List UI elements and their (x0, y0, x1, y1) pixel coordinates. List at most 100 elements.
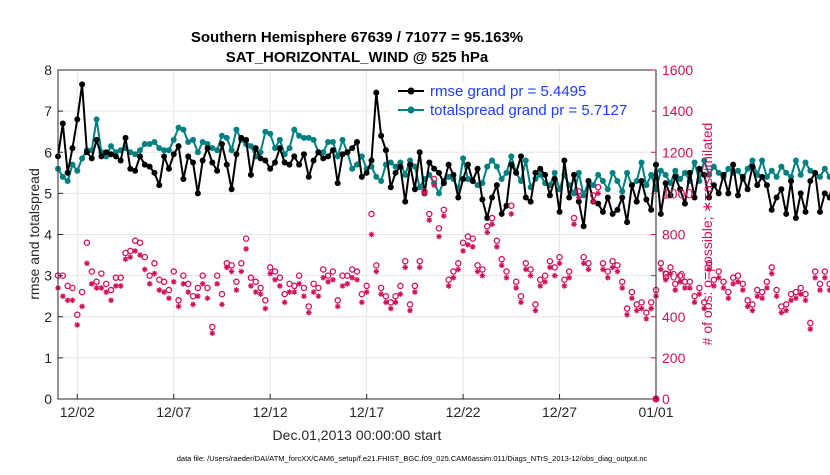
series-point-totalspread (522, 157, 529, 164)
obs-assimilated-point (209, 330, 216, 336)
obs-possible-point (479, 266, 486, 273)
series-point-rmse (725, 190, 732, 197)
obs-possible-point (696, 284, 703, 292)
series-point-rmse (204, 145, 211, 152)
obs-possible-point (821, 268, 829, 275)
chart-subtitle: SAT_HORIZONTAL_WIND @ 525 hPa (226, 49, 489, 66)
obs-possible-point (69, 284, 76, 292)
obs-assimilated-point (392, 299, 399, 306)
series-point-totalspread (493, 163, 500, 170)
obs-possible-point (194, 284, 202, 292)
obs-possible-point (739, 280, 747, 288)
series-point-rmse (136, 153, 143, 160)
series-point-rmse (387, 184, 394, 191)
series-point-rmse (132, 167, 139, 174)
series-point-rmse (691, 194, 698, 201)
obs-assimilated-point (566, 274, 572, 281)
series-point-rmse (715, 190, 722, 197)
series-point-rmse (759, 173, 766, 180)
obs-possible-point (228, 262, 235, 269)
series-point-totalspread (599, 178, 606, 185)
obs-possible-point (242, 235, 250, 242)
series-point-rmse (103, 149, 110, 156)
series-point-rmse (749, 163, 756, 170)
y-right-tick-label-8: 1600 (662, 62, 693, 78)
obs-assimilated-point (744, 303, 751, 310)
series-point-rmse (744, 186, 751, 193)
series-point-totalspread (590, 182, 597, 189)
obs-possible-point (782, 301, 790, 308)
obs-possible-point (474, 262, 481, 269)
obs-assimilated-point (740, 287, 746, 293)
obs-possible-point (517, 292, 525, 300)
obs-possible-point (469, 235, 476, 242)
obs-assimilated-point (305, 309, 312, 316)
obs-assimilated-point (807, 326, 814, 332)
series-point-totalspread (624, 169, 631, 176)
series-point-rmse (672, 173, 679, 180)
series-point-totalspread (305, 134, 312, 141)
series-point-totalspread (373, 173, 380, 180)
y-left-tick-label-5: 5 (44, 185, 52, 201)
series-point-rmse (243, 136, 250, 143)
series-point-rmse (517, 153, 524, 160)
obs-assimilated-point (325, 278, 331, 285)
obs-possible-point (493, 237, 501, 244)
obs-assimilated-point (113, 283, 119, 289)
series-point-rmse (175, 143, 182, 150)
series-point-rmse (575, 198, 582, 205)
series-point-totalspread (662, 171, 669, 178)
series-point-totalspread (108, 143, 115, 150)
series-point-totalspread (170, 136, 177, 143)
series-point-totalspread (604, 186, 611, 193)
series-point-rmse (122, 134, 129, 141)
series-point-rmse (233, 151, 240, 158)
series-point-rmse (816, 208, 823, 215)
series-point-rmse (161, 153, 168, 160)
obs-possible-point (503, 268, 510, 275)
obs-assimilated-point (175, 303, 182, 310)
obs-possible-point (565, 268, 573, 275)
obs-assimilated-point (339, 283, 346, 289)
y-right-tick-label-5: 1000 (662, 185, 693, 201)
series-point-totalspread (710, 163, 717, 170)
obs-assimilated-point (508, 211, 515, 217)
series-point-rmse (706, 194, 713, 201)
obs-possible-point (406, 301, 414, 308)
obs-possible-point (74, 311, 81, 318)
obs-possible-point (401, 257, 409, 265)
obs-assimilated-point (291, 289, 298, 295)
obs-possible-point (170, 268, 177, 275)
series-point-rmse (392, 169, 399, 176)
series-point-rmse (363, 169, 370, 176)
obs-possible-point (725, 288, 732, 296)
series-point-rmse (599, 208, 606, 215)
obs-assimilated-point (768, 270, 775, 277)
obs-possible-point (180, 272, 187, 279)
series-point-totalspread (749, 157, 756, 164)
series-point-totalspread (175, 124, 182, 131)
obs-possible-point (807, 319, 814, 327)
series-point-rmse (209, 159, 216, 166)
obs-possible-point (445, 276, 452, 283)
obs-possible-point (705, 260, 713, 267)
obs-possible-point (570, 214, 578, 222)
obs-assimilated-point (416, 264, 423, 271)
obs-assimilated-point (60, 293, 66, 299)
obs-assimilated-point (450, 274, 457, 281)
obs-assimilated-point (412, 289, 418, 295)
series-point-rmse (320, 155, 327, 162)
obs-assimilated-point (542, 278, 548, 285)
obs-assimilated-point (84, 260, 90, 267)
series-point-rmse (677, 186, 684, 193)
series-point-rmse (407, 161, 414, 168)
series-point-totalspread (387, 159, 394, 166)
obs-possible-point (546, 257, 554, 265)
series-point-totalspread (151, 138, 158, 145)
legend-swatch-marker-rmse (407, 87, 415, 95)
series-point-totalspread (136, 147, 143, 154)
obs-assimilated-point (64, 297, 71, 304)
obs-assimilated-point (788, 297, 794, 304)
obs-assimilated-point (431, 182, 437, 188)
series-point-totalspread (334, 153, 341, 160)
